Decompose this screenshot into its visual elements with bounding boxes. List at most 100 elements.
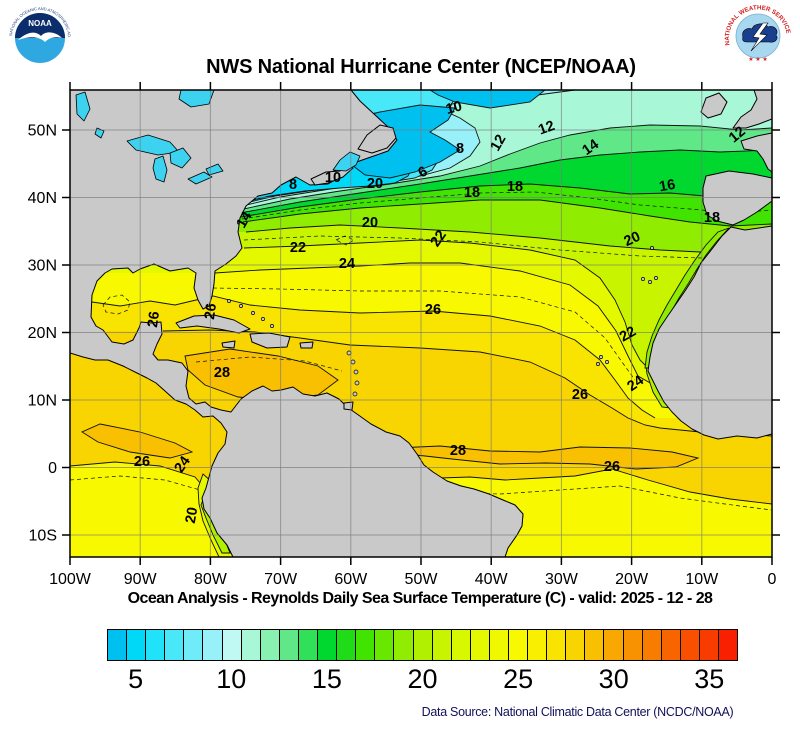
colorbar-cell-25 — [507, 629, 529, 661]
contour-label-20: 20 — [367, 176, 383, 192]
contour-label-10: 10 — [444, 98, 464, 118]
colorbar-cell-19 — [393, 629, 414, 661]
land-puerto-rico — [299, 341, 314, 349]
contour-label-24: 24 — [339, 256, 355, 272]
y-tick-label: 50N — [28, 123, 57, 140]
contour-label-12: 12 — [488, 132, 510, 154]
sst-contour-17 — [241, 191, 772, 220]
contour-label-24: 24 — [625, 373, 647, 395]
colorbar-cell-36 — [718, 629, 739, 661]
colorbar-cell-33 — [660, 629, 681, 661]
colorbar-cell-5 — [126, 629, 147, 661]
colorbar-tick-label: 15 — [311, 664, 342, 694]
colorbar-cell-35 — [698, 629, 719, 661]
noaa-logo-text: NOAA — [28, 19, 52, 28]
land-newfoundland — [357, 124, 397, 154]
colorbar-tick-label: 30 — [598, 664, 629, 694]
colorbar-cell-4 — [107, 629, 128, 661]
data-source-text: Data Source: National Climatic Data Cent… — [421, 705, 734, 719]
contour-label-24: 24 — [172, 454, 194, 476]
contour-label-16: 16 — [658, 177, 677, 196]
colorbar-cell-24 — [488, 629, 509, 661]
nws-stars: ★ ★ ★ — [748, 56, 767, 63]
y-tick-label: 0 — [48, 460, 57, 477]
colorbar-cell-22 — [450, 629, 471, 661]
nws-logo: NATIONAL WEATHER SERVICE ★ ★ ★ — [724, 3, 792, 69]
colorbar-cell-14 — [297, 629, 319, 661]
noaa-seagull-icon — [18, 32, 62, 42]
sst-contour-5 — [429, 90, 546, 109]
sst-contour-20 — [644, 227, 730, 369]
colorbar-cell-16 — [336, 629, 357, 661]
sst-contour-24 — [214, 262, 653, 385]
x-tick-label: 60W — [334, 571, 368, 588]
colorbar-cell-30 — [603, 629, 624, 661]
colorbar-cell-21 — [431, 629, 452, 661]
x-tick-label: 40W — [475, 571, 509, 588]
x-tick-label: 100W — [49, 571, 92, 588]
contour-label-14: 14 — [580, 137, 602, 159]
contour-label-22: 22 — [428, 228, 450, 250]
colorbar-labels: 5 10 15 20 25 30 35 — [0, 664, 800, 698]
colorbar-cell-20 — [412, 629, 433, 661]
x-tick-label: 80W — [194, 571, 228, 588]
land-britain — [732, 90, 772, 129]
contour-label-26: 26 — [425, 302, 441, 318]
axis-ticks: 100W 90W 80W 70W 60W 50W 40W 30W 20W 10W 0 50N 40N 30… — [28, 82, 780, 588]
y-tick-label: 40N — [28, 190, 57, 207]
y-tick-label: 10S — [29, 528, 57, 545]
land-north-south-america — [70, 90, 524, 557]
sst-contour-25 — [70, 475, 201, 491]
x-tick-label: 0 — [768, 571, 777, 588]
colorbar-cell-7 — [164, 629, 185, 661]
contour-label-20: 20 — [622, 229, 643, 250]
sst-contour-12 — [238, 124, 772, 211]
sst-contour-26 — [91, 295, 656, 419]
contour-label-20: 20 — [183, 506, 202, 525]
contour-label-18: 18 — [464, 185, 480, 201]
sst-contour-18 — [242, 199, 772, 227]
x-tick-label: 50W — [405, 571, 439, 588]
colorbar-tick-label: 25 — [503, 664, 534, 694]
gulf-of-st-lawrence — [332, 151, 361, 172]
x-tick-label: 20W — [615, 571, 649, 588]
colorbar-cell-17 — [355, 629, 376, 661]
contour-label-12: 12 — [536, 118, 557, 139]
colorbar-tick-label: 20 — [407, 664, 438, 694]
contour-label-8: 8 — [289, 177, 297, 193]
colorbar-cell-32 — [641, 629, 662, 661]
x-tick-label: 90W — [124, 571, 158, 588]
page-title: NWS National Hurricane Center (NCEP/NOAA… — [206, 56, 636, 78]
land-small-islands — [227, 246, 658, 397]
sst-contour-25 — [429, 485, 772, 511]
noaa-globe-top — [15, 13, 65, 38]
lake-winnipeg — [75, 91, 91, 122]
y-tick-label: 20N — [28, 325, 57, 342]
nws-lightning-icon — [750, 22, 769, 52]
colorbar-cell-8 — [183, 629, 204, 661]
colorbar-cell-31 — [622, 629, 643, 661]
y-tick-label: 30N — [28, 258, 57, 275]
contour-label-26: 26 — [145, 310, 163, 328]
james-bay — [178, 90, 215, 108]
sst-band-28 — [396, 446, 698, 469]
sst-contour-28 — [81, 423, 194, 459]
sst-contour-26 — [102, 294, 131, 315]
contour-label-26: 26 — [134, 454, 150, 470]
colorbar-cell-10 — [221, 629, 242, 661]
x-tick-label: 10W — [685, 571, 719, 588]
land-france — [740, 132, 772, 173]
colorbar-cell-26 — [527, 629, 548, 661]
sst-band-26 — [70, 462, 233, 557]
lake-huron — [169, 147, 192, 169]
x-tick-label: 30W — [545, 571, 579, 588]
land-ireland — [700, 92, 728, 119]
colorbar-cell-29 — [584, 629, 605, 661]
sst-contour-27 — [195, 356, 343, 372]
sst-band-28 — [82, 424, 192, 458]
contour-label-26: 26 — [572, 387, 588, 403]
colorbar-cell-9 — [202, 629, 223, 661]
y-tick-label: 10N — [28, 393, 57, 410]
